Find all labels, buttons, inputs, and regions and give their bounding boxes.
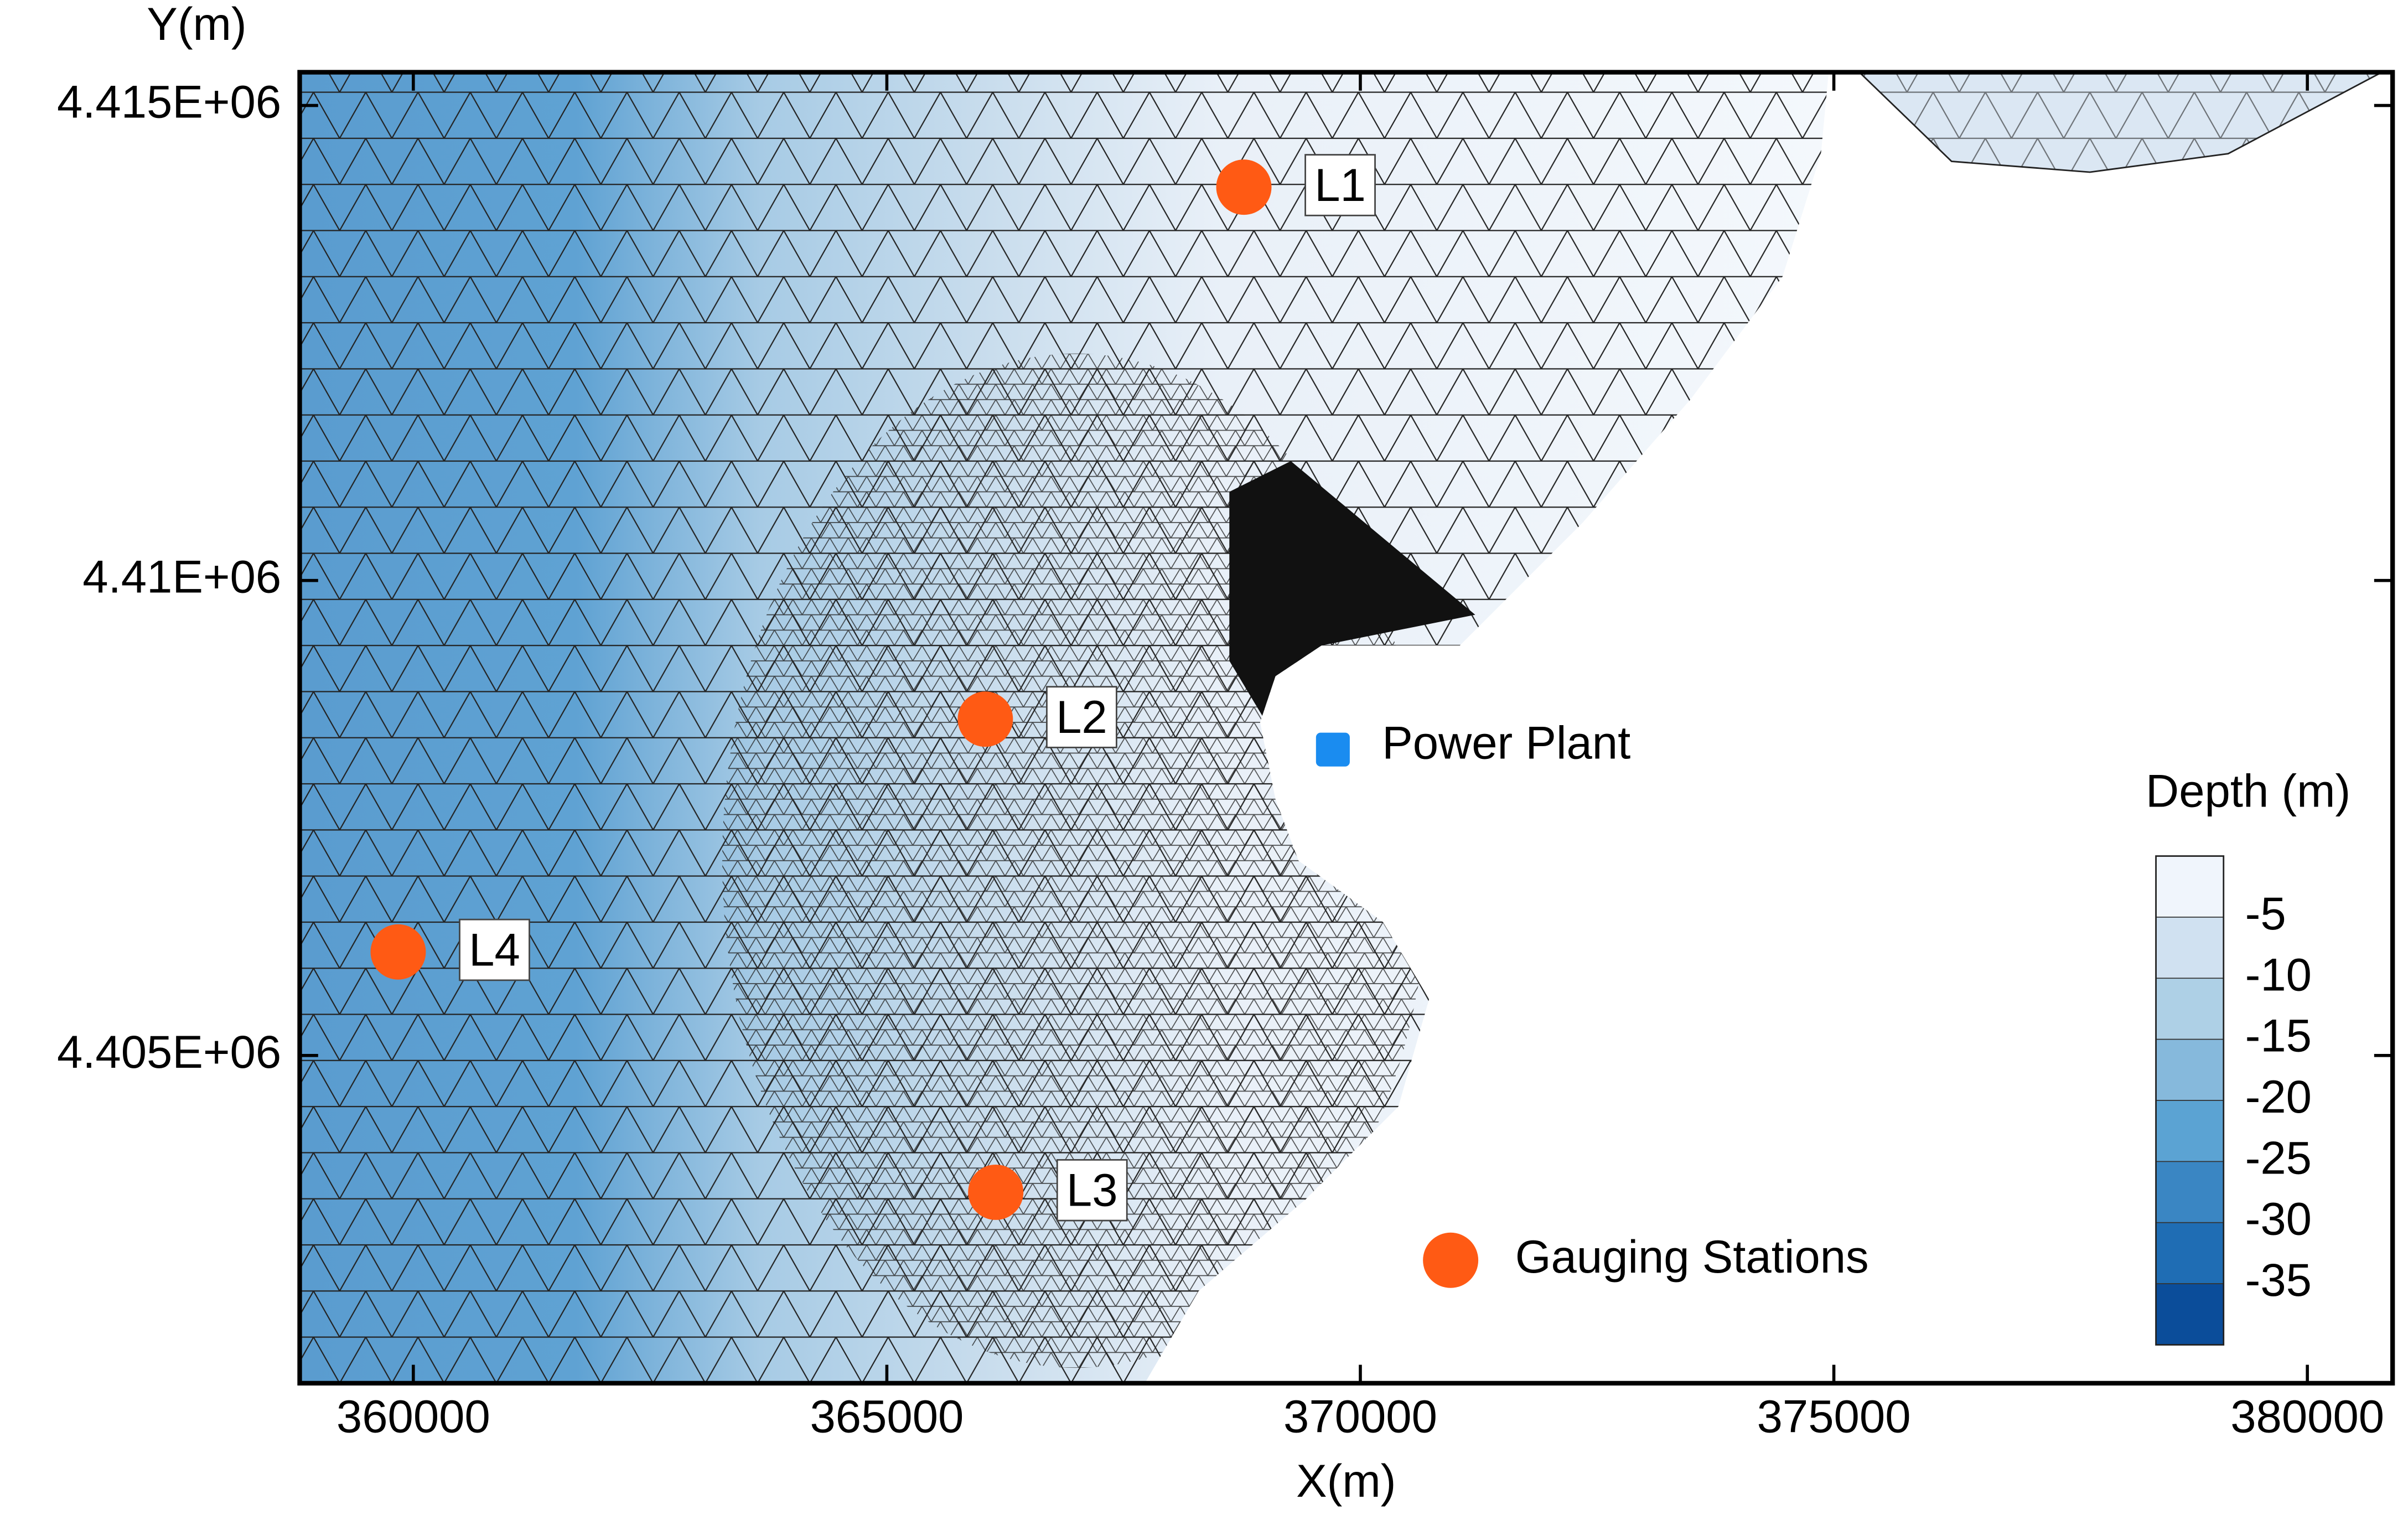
colorbar-label: -20 [2245, 1071, 2312, 1123]
station-label: L1 [1314, 159, 1366, 211]
colorbar-label: -15 [2245, 1010, 2312, 1062]
gauging-station [370, 924, 426, 980]
gauging-station [968, 1164, 1024, 1220]
x-tick-label: 370000 [1283, 1391, 1437, 1443]
plot-frame [297, 70, 2395, 1386]
station-label: L4 [469, 924, 520, 975]
colorbar-label: -5 [2245, 888, 2286, 939]
colorbar-swatch [2155, 978, 2224, 1040]
legend-label: Gauging Stations [1515, 1231, 1869, 1283]
y-tick-label: 4.415E+06 [57, 76, 281, 128]
power-plant-label: Power Plant [1382, 717, 1630, 769]
colorbar-swatch [2155, 1222, 2224, 1284]
gauging-station [957, 691, 1013, 747]
mesh-island [1857, 71, 2383, 173]
colorbar-swatch [2155, 1161, 2224, 1223]
colorbar-swatch [2155, 917, 2224, 979]
x-tick-label: 365000 [810, 1391, 964, 1443]
x-axis-label: X(m) [1296, 1455, 1396, 1507]
x-tick-label: 380000 [2230, 1391, 2384, 1443]
colorbar-title: Depth (m) [2146, 765, 2350, 816]
colorbar-label: -35 [2245, 1254, 2312, 1306]
colorbar-frame [2155, 855, 2225, 1346]
station-label-box [1046, 686, 1117, 748]
station-label: L3 [1066, 1165, 1118, 1216]
colorbar-label: -30 [2245, 1193, 2312, 1245]
colorbar-swatch [2155, 1100, 2224, 1162]
x-tick-label: 375000 [1757, 1391, 1911, 1443]
station-label-box [459, 918, 530, 981]
y-axis-label: Y(m) [147, 0, 246, 50]
colorbar-label: -25 [2245, 1132, 2312, 1183]
station-label-box [1056, 1159, 1128, 1222]
gauging-station [1216, 159, 1272, 215]
y-tick-label: 4.41E+06 [82, 551, 281, 603]
x-tick-label: 360000 [336, 1391, 490, 1443]
colorbar-swatch [2155, 1038, 2224, 1101]
y-tick-label: 4.405E+06 [57, 1026, 281, 1078]
station-label: L2 [1056, 691, 1107, 743]
power-plant [1316, 732, 1350, 767]
colorbar-swatch [2155, 855, 2224, 918]
station-label-box [1304, 154, 1376, 216]
colorbar-swatch [2155, 1283, 2224, 1346]
colorbar-label: -10 [2245, 949, 2312, 1000]
legend-marker [1423, 1232, 1479, 1288]
